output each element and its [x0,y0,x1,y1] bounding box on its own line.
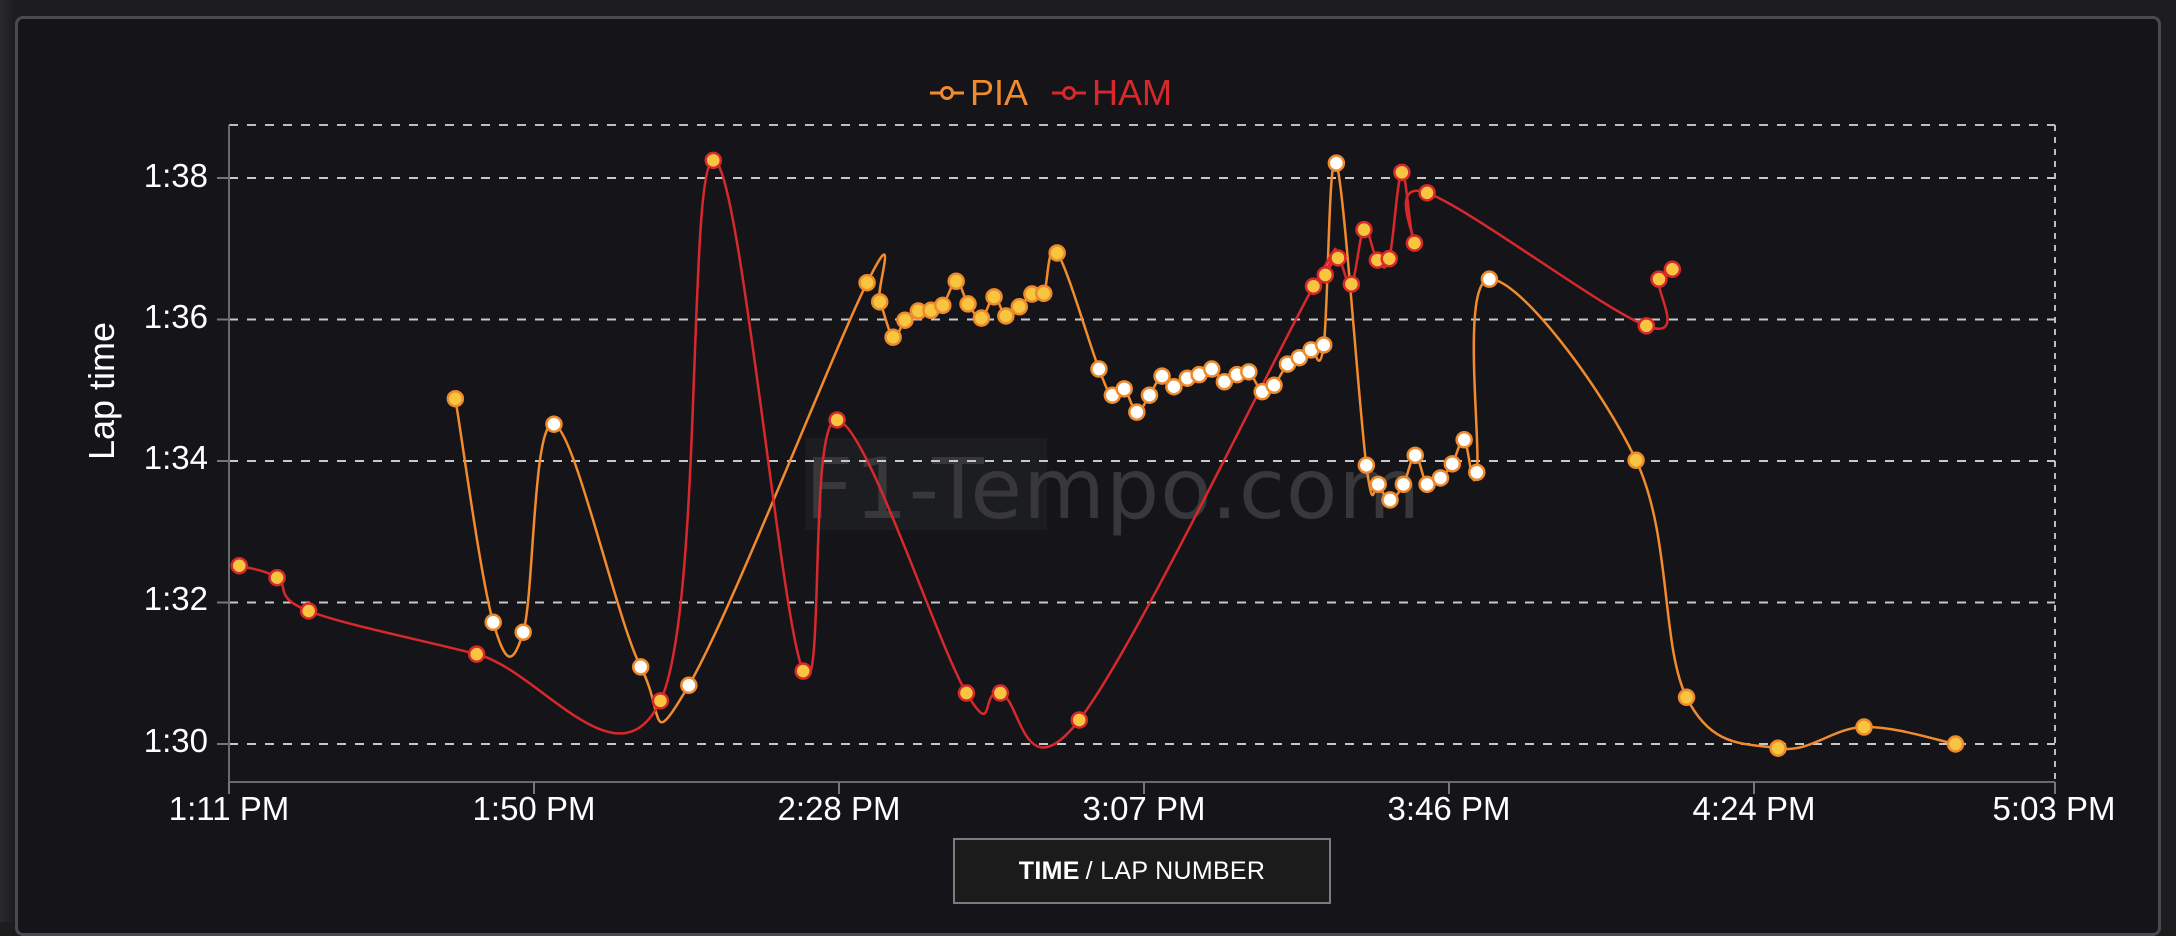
data-point-ham[interactable] [1329,249,1347,267]
data-point-ham[interactable] [1393,163,1411,182]
data-point-ham[interactable] [467,645,486,663]
data-point-pia[interactable] [947,272,965,291]
data-point-ham[interactable] [1650,270,1668,288]
watermark: F1-Tempo.com [805,440,1422,538]
y-tick-label: 1:36 [143,298,208,335]
data-point-ham[interactable] [704,151,723,170]
data-point-ham[interactable] [1304,277,1323,295]
data-point-pia[interactable] [1357,456,1376,474]
data-point-pia[interactable] [1406,446,1424,465]
legend-item-pia[interactable]: PIA [930,72,1028,114]
y-tick-label: 1:30 [143,722,208,759]
data-point-pia[interactable] [1090,360,1108,378]
line-marker-icon [1052,86,1087,100]
data-point-ham[interactable] [1070,711,1088,729]
data-point-pia[interactable] [1265,376,1283,395]
data-point-ham[interactable] [991,684,1010,702]
line-marker-icon [930,86,964,100]
x-tick-label: 1:11 PM [168,790,290,827]
data-point-pia[interactable] [934,296,952,315]
toggle-time-label: TIME [1018,856,1080,885]
x-tick-label: 5:03 PM [1992,790,2116,827]
data-point-pia[interactable] [1627,451,1645,470]
data-point-pia[interactable] [1128,403,1146,421]
y-axis-label: Lap time [81,321,122,461]
data-point-ham[interactable] [1418,184,1436,202]
data-point-pia[interactable] [858,273,876,292]
data-point-ham[interactable] [1316,266,1335,284]
data-point-pia[interactable] [1480,270,1499,288]
page-background [0,0,15,922]
data-point-pia[interactable] [1165,377,1183,396]
data-point-pia[interactable] [1369,475,1387,494]
data-point-pia[interactable] [1769,739,1787,757]
series-line-pia [454,159,1956,751]
data-point-pia[interactable] [484,613,502,632]
time-lap-number-toggle[interactable]: TIME / LAP NUMBER [953,838,1331,904]
data-point-ham[interactable] [268,568,286,587]
data-point-ham[interactable] [1355,220,1373,239]
data-point-pia[interactable] [1455,431,1473,449]
data-point-pia[interactable] [1381,491,1399,509]
legend-item-ham[interactable]: HAM [1052,72,1172,114]
data-point-pia[interactable] [870,293,889,311]
data-point-pia[interactable] [1290,348,1309,367]
data-point-ham[interactable] [299,602,318,620]
data-point-pia[interactable] [985,288,1003,306]
data-point-ham[interactable] [794,662,812,680]
data-point-pia[interactable] [1035,284,1053,303]
y-tick-label: 1:34 [143,439,208,476]
x-tick-label: 3:46 PM [1387,790,1511,827]
data-point-pia[interactable] [514,623,532,641]
data-point-pia[interactable] [1115,380,1133,398]
data-point-pia[interactable] [1010,298,1029,316]
data-point-pia[interactable] [1855,718,1873,736]
y-tick-label: 1:38 [143,157,208,194]
data-point-pia[interactable] [972,309,991,327]
data-point-ham[interactable] [1663,260,1682,279]
data-point-pia[interactable] [959,295,977,313]
data-point-pia[interactable] [1140,386,1159,404]
data-point-ham[interactable] [828,411,846,429]
data-point-pia[interactable] [1431,469,1450,487]
data-point-pia[interactable] [1153,367,1171,385]
data-point-pia[interactable] [884,328,902,346]
data-point-ham[interactable] [1405,234,1424,252]
data-point-pia[interactable] [997,307,1015,325]
y-tick-label: 1:32 [143,580,208,617]
data-point-ham[interactable] [957,684,976,702]
data-point-pia[interactable] [631,658,650,676]
data-point-pia[interactable] [1677,688,1696,707]
legend: PIA HAM [930,72,1172,114]
x-tick-label: 1:50 PM [472,790,596,827]
x-tick-label: 4:24 PM [1692,790,1816,827]
toggle-lap-number-label: / LAP NUMBER [1085,856,1266,885]
data-point-ham[interactable] [1380,249,1398,268]
data-point-pia[interactable] [896,311,914,329]
data-point-pia[interactable] [1327,154,1346,172]
data-point-pia[interactable] [1240,363,1258,381]
data-point-ham[interactable] [1342,275,1361,293]
data-point-pia[interactable] [1394,475,1413,494]
watermark-box [805,438,1047,530]
data-point-pia[interactable] [446,389,465,408]
data-point-pia[interactable] [680,676,698,695]
data-point-pia[interactable] [1203,360,1221,378]
data-point-pia[interactable] [545,415,563,433]
legend-label-ham: HAM [1092,72,1173,113]
data-point-ham[interactable] [230,556,249,575]
data-point-pia[interactable] [1443,455,1462,473]
data-point-ham[interactable] [651,692,670,710]
data-point-ham[interactable] [1637,317,1656,335]
data-point-pia[interactable] [1946,735,1965,753]
data-point-pia[interactable] [1048,244,1066,262]
data-point-pia[interactable] [1315,336,1333,354]
data-point-pia[interactable] [1468,463,1486,482]
x-tick-label: 3:07 PM [1082,790,1206,827]
x-tick-label: 2:28 PM [777,790,901,827]
legend-label-pia: PIA [970,72,1029,113]
